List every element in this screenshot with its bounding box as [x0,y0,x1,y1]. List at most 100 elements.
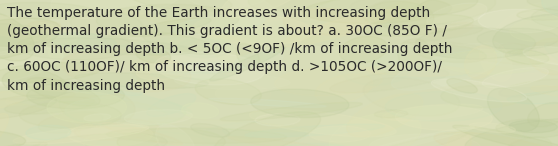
Ellipse shape [354,132,467,146]
Ellipse shape [519,13,558,21]
Ellipse shape [209,98,326,107]
Ellipse shape [0,47,63,85]
Ellipse shape [469,123,516,133]
Ellipse shape [221,0,311,18]
Ellipse shape [248,0,344,11]
Ellipse shape [175,74,290,90]
Ellipse shape [546,0,558,12]
Ellipse shape [453,125,558,146]
Ellipse shape [202,122,306,146]
Ellipse shape [434,132,558,146]
Ellipse shape [0,24,47,46]
Ellipse shape [27,82,124,109]
Ellipse shape [370,0,429,22]
Ellipse shape [194,14,314,45]
Ellipse shape [71,69,137,95]
Ellipse shape [117,9,240,40]
Ellipse shape [209,15,255,63]
Ellipse shape [84,114,110,121]
Ellipse shape [0,14,78,42]
Ellipse shape [0,113,8,146]
Ellipse shape [59,100,168,129]
Ellipse shape [155,52,264,85]
Ellipse shape [129,18,211,36]
Ellipse shape [275,67,382,96]
Ellipse shape [398,39,432,69]
Ellipse shape [531,5,558,29]
Ellipse shape [51,0,182,19]
Ellipse shape [156,125,195,146]
Ellipse shape [504,134,558,146]
Ellipse shape [107,128,287,143]
Ellipse shape [112,86,142,96]
Ellipse shape [105,36,129,47]
Ellipse shape [493,14,558,56]
Ellipse shape [0,92,26,111]
Ellipse shape [466,53,558,78]
Ellipse shape [510,17,558,42]
Ellipse shape [479,71,558,86]
Ellipse shape [438,124,522,143]
Ellipse shape [363,14,474,36]
Ellipse shape [65,96,186,127]
Ellipse shape [527,0,558,13]
Ellipse shape [59,87,135,126]
Ellipse shape [0,57,32,82]
Ellipse shape [365,65,469,76]
Ellipse shape [0,95,57,119]
Ellipse shape [283,9,368,35]
Ellipse shape [429,22,473,39]
Ellipse shape [447,79,477,93]
Ellipse shape [416,28,536,59]
Ellipse shape [272,143,354,146]
Ellipse shape [136,62,187,80]
Ellipse shape [0,11,35,61]
Ellipse shape [528,103,558,127]
Ellipse shape [302,0,451,24]
Ellipse shape [345,10,415,41]
Ellipse shape [315,74,373,103]
Ellipse shape [102,123,182,145]
Ellipse shape [507,91,558,104]
Ellipse shape [374,48,494,79]
Ellipse shape [369,134,480,146]
Ellipse shape [251,89,349,118]
Ellipse shape [249,110,396,137]
Ellipse shape [235,52,283,67]
Ellipse shape [465,46,497,78]
Ellipse shape [496,119,558,138]
Ellipse shape [220,102,362,121]
Ellipse shape [75,73,208,88]
Ellipse shape [20,102,122,128]
Ellipse shape [13,125,149,144]
Ellipse shape [26,78,100,106]
Ellipse shape [151,72,229,79]
Ellipse shape [545,43,558,82]
Ellipse shape [395,105,492,130]
Ellipse shape [236,43,259,69]
Ellipse shape [129,0,232,11]
Ellipse shape [501,137,551,146]
Ellipse shape [339,48,411,85]
Ellipse shape [73,37,196,65]
Ellipse shape [4,97,94,114]
Ellipse shape [0,47,14,57]
Ellipse shape [28,21,61,30]
Ellipse shape [531,86,558,99]
Ellipse shape [350,0,419,13]
Ellipse shape [182,103,219,119]
Ellipse shape [215,84,271,104]
Ellipse shape [230,0,277,15]
Ellipse shape [363,78,460,116]
Ellipse shape [494,52,558,84]
Ellipse shape [517,9,558,20]
Ellipse shape [383,104,483,121]
Ellipse shape [172,14,264,35]
Ellipse shape [381,5,542,10]
Ellipse shape [70,10,143,39]
Ellipse shape [509,120,557,133]
Ellipse shape [223,128,257,138]
Ellipse shape [427,3,487,28]
Ellipse shape [255,114,300,126]
Ellipse shape [530,38,558,74]
